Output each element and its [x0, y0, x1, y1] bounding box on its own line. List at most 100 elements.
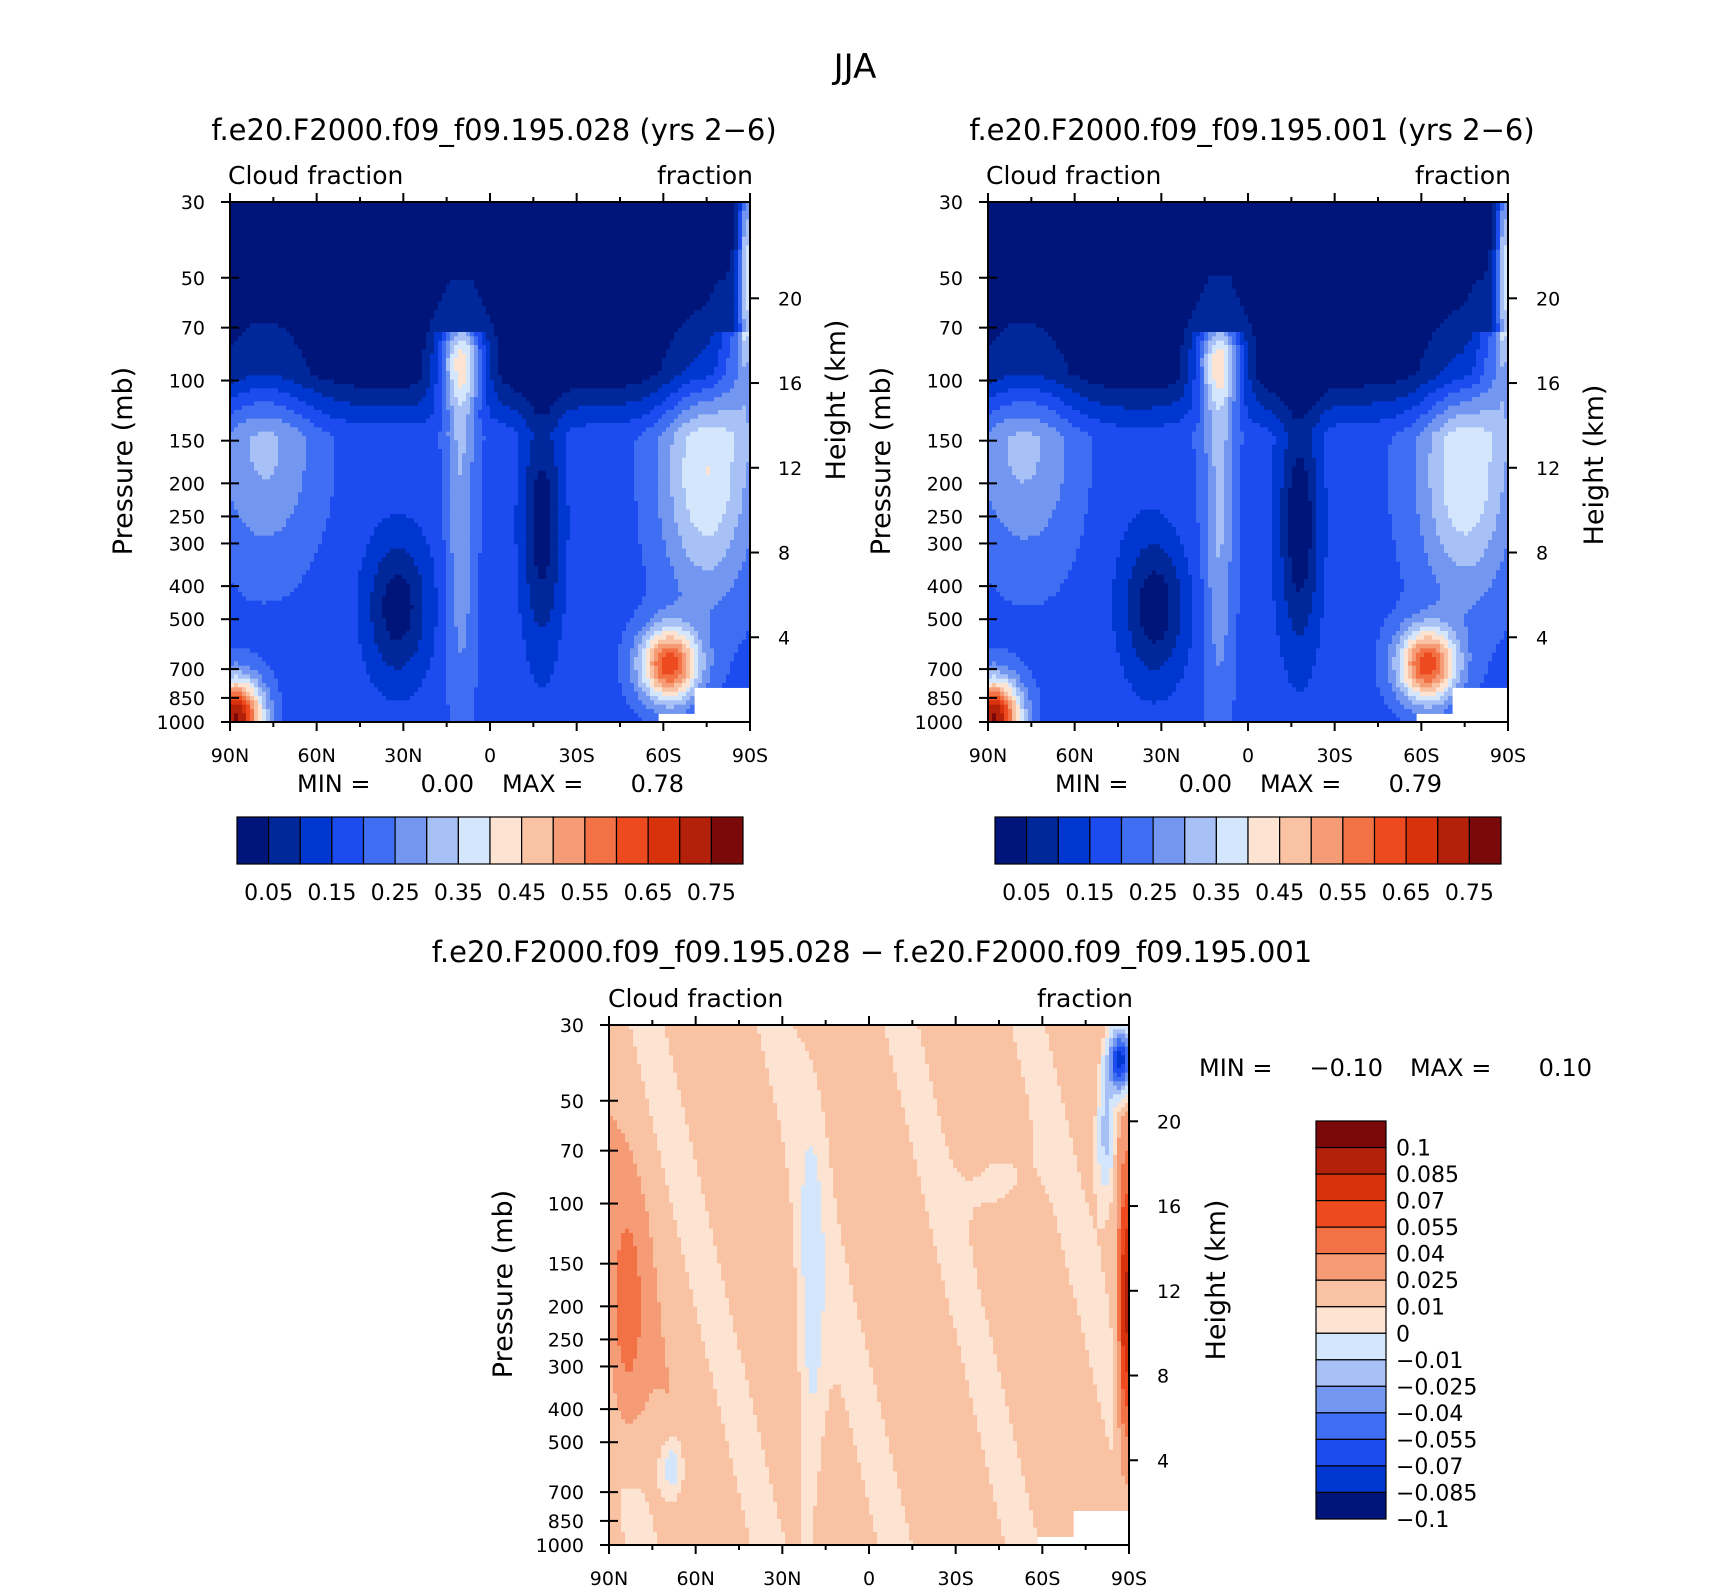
contour-cell [374, 219, 379, 225]
contour-cell [570, 232, 575, 238]
contour-cell [386, 249, 391, 255]
contour-cell [254, 236, 259, 242]
contour-cell [558, 340, 563, 346]
contour-cell [266, 336, 271, 342]
contour-cell [706, 275, 711, 281]
contour-cell [518, 345, 523, 350]
contour-cell [374, 275, 379, 281]
contour-cell [470, 232, 475, 238]
contour-cell [698, 323, 703, 329]
contour-cell [690, 258, 695, 264]
contour-cell [714, 358, 719, 363]
contour-cell [230, 306, 235, 311]
contour-cell [302, 219, 307, 225]
contour-cell [494, 236, 499, 242]
contour-cell [470, 288, 475, 294]
contour-cell [334, 301, 339, 307]
contour-cell [518, 288, 523, 294]
contour-cell [554, 319, 559, 324]
contour-cell [486, 336, 491, 342]
contour-cell [570, 336, 575, 342]
contour-cell [358, 258, 363, 264]
contour-cell [346, 215, 351, 220]
contour-cell [478, 271, 483, 277]
contour-cell [498, 301, 503, 307]
contour-cell [338, 288, 343, 294]
contour-cell [534, 215, 539, 220]
contour-cell [462, 362, 467, 368]
contour-cell [530, 232, 535, 238]
contour-cell [698, 349, 703, 355]
contour-cell [434, 262, 439, 268]
contour-cell [358, 301, 363, 307]
contour-cell [570, 340, 575, 346]
contour-cell [398, 236, 403, 242]
contour-cell [610, 245, 615, 251]
contour-cell [722, 301, 727, 307]
contour-cell [274, 254, 279, 259]
contour-cell [366, 219, 371, 225]
contour-cell [282, 327, 287, 333]
contour-cell [546, 323, 551, 329]
contour-cell [698, 228, 703, 233]
contour-cell [454, 358, 459, 363]
contour-cell [698, 293, 703, 298]
contour-cell [254, 288, 259, 294]
contour-cell [246, 280, 251, 285]
contour-cell [366, 319, 371, 324]
contour-cell [414, 349, 419, 355]
contour-cell [734, 293, 739, 298]
contour-cell [314, 310, 319, 316]
contour-cell [286, 323, 291, 329]
contour-cell [698, 206, 703, 212]
contour-cell [418, 275, 423, 281]
contour-cell [714, 280, 719, 285]
contour-cell [690, 319, 695, 324]
contour-cell [266, 288, 271, 294]
contour-cell [738, 219, 743, 225]
contour-cell [234, 245, 239, 251]
contour-cell [242, 336, 247, 342]
contour-cell [702, 215, 707, 220]
contour-cell [482, 345, 487, 350]
contour-cell [294, 215, 299, 220]
contour-cell [706, 262, 711, 268]
contour-cell [370, 366, 375, 372]
contour-cell [478, 293, 483, 298]
contour-cell [498, 258, 503, 264]
contour-cell [502, 297, 507, 303]
contour-cell [710, 332, 715, 337]
contour-cell [394, 288, 399, 294]
contour-cell [382, 228, 387, 233]
contour-cell [662, 280, 667, 285]
contour-cell [434, 219, 439, 225]
contour-cell [298, 271, 303, 277]
contour-cell [706, 206, 711, 212]
contour-cell [238, 358, 243, 363]
contour-cell [534, 301, 539, 307]
contour-cell [686, 358, 691, 363]
contour-cell [334, 293, 339, 298]
contour-cell [602, 323, 607, 329]
contour-cell [386, 332, 391, 337]
contour-cell [722, 215, 727, 220]
contour-cell [558, 215, 563, 220]
contour-cell [330, 366, 335, 372]
contour-cell [654, 219, 659, 225]
contour-cell [618, 202, 623, 207]
contour-cell [738, 258, 743, 264]
contour-cell [698, 306, 703, 311]
contour-cell [262, 310, 267, 316]
contour-cell [498, 232, 503, 238]
contour-cell [714, 349, 719, 355]
contour-cell [266, 249, 271, 255]
contour-cell [694, 310, 699, 316]
contour-cell [290, 366, 295, 372]
contour-cell [382, 262, 387, 268]
contour-cell [578, 284, 583, 290]
contour-cell [254, 323, 259, 329]
contour-cell [390, 319, 395, 324]
contour-cell [566, 345, 571, 350]
contour-cell [538, 262, 543, 268]
contour-cell [454, 202, 459, 207]
